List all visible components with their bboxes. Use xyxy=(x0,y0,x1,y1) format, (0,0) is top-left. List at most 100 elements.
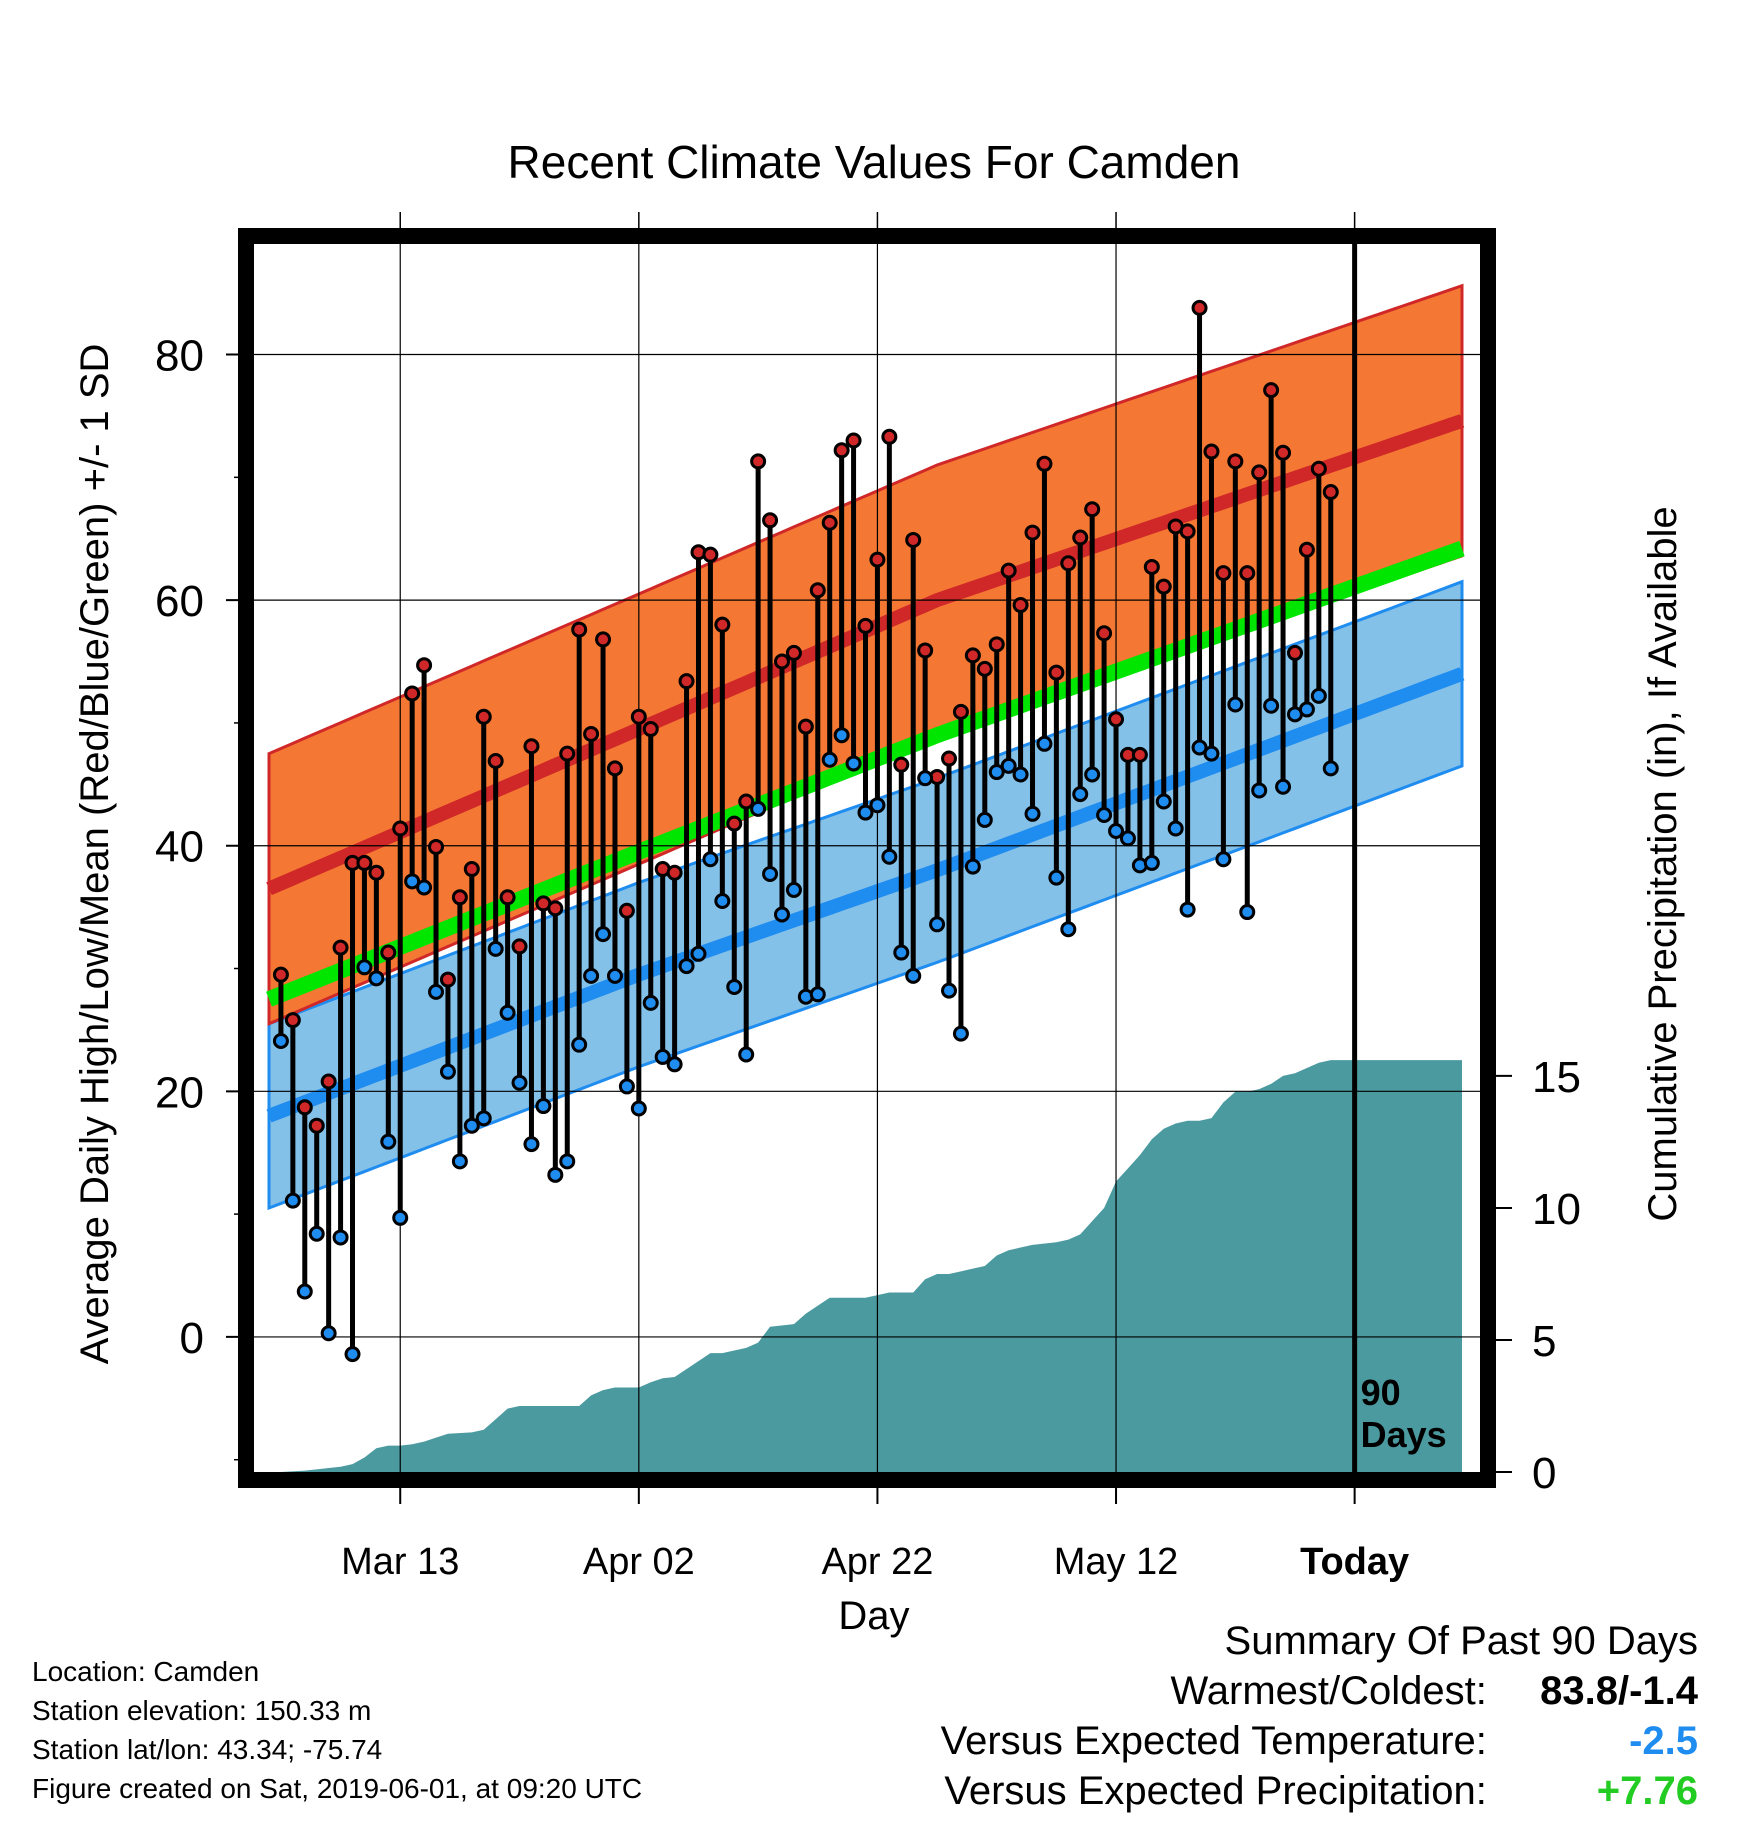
daily-high-point xyxy=(678,673,695,690)
daily-low-point xyxy=(964,858,981,875)
extremes-value: 83.8/-1.4 xyxy=(1540,1669,1698,1713)
daily-high-point xyxy=(511,938,528,955)
daily-high-point xyxy=(845,432,862,449)
daily-low-point xyxy=(1119,830,1136,847)
daily-low-point xyxy=(905,967,922,984)
daily-low-point xyxy=(308,1225,325,1242)
daily-high-point xyxy=(296,1099,313,1116)
y-left-tick-label: 60 xyxy=(155,577,204,626)
daily-low-point xyxy=(296,1283,313,1300)
daily-low-point xyxy=(1060,921,1077,938)
today-marker-label-line: Days xyxy=(1361,1414,1447,1455)
daily-high-point xyxy=(773,653,790,670)
daily-high-point xyxy=(1155,578,1172,595)
y-left-tick-label: 80 xyxy=(155,332,204,381)
daily-high-point xyxy=(1143,558,1160,575)
daily-low-point xyxy=(284,1192,301,1209)
daily-high-point xyxy=(1048,664,1065,681)
y-left-tick-label: 20 xyxy=(155,1068,204,1117)
daily-low-point xyxy=(523,1136,540,1153)
x-tick-label: Today xyxy=(1300,1541,1409,1583)
temp-anomaly-value: -2.5 xyxy=(1629,1719,1698,1763)
y-left-tick-label: 40 xyxy=(155,823,204,872)
daily-low-point xyxy=(595,926,612,943)
y-right-tick-label: 15 xyxy=(1532,1053,1581,1102)
daily-high-point xyxy=(1191,299,1208,316)
daily-high-point xyxy=(1310,460,1327,477)
daily-high-point xyxy=(869,551,886,568)
daily-high-point xyxy=(797,718,814,735)
daily-high-point xyxy=(380,944,397,961)
axes-layer: 0 20 40 60 80 0 5 10 15 Mar 13 Apr 02 Apr 22 May 12 T… xyxy=(155,212,1581,1583)
daily-low-point xyxy=(356,959,373,976)
daily-low-point xyxy=(714,892,731,909)
normal-low-line xyxy=(266,667,1465,1123)
daily-low-point xyxy=(1322,760,1339,777)
daily-high-point xyxy=(392,820,409,837)
daily-high-point xyxy=(952,703,969,720)
precip-anomaly-label: Versus Expected Precipitation: xyxy=(944,1769,1487,1813)
today-marker-label: 90 Days xyxy=(1361,1372,1447,1455)
today-marker-label-line: 90 xyxy=(1361,1372,1401,1413)
daily-low-point xyxy=(618,1078,635,1095)
daily-high-point xyxy=(571,621,588,638)
daily-low-point xyxy=(678,958,695,975)
daily-low-point xyxy=(1096,807,1113,824)
daily-high-point xyxy=(595,631,612,648)
daily-high-point xyxy=(1298,541,1315,558)
daily-high-point xyxy=(499,889,516,906)
daily-low-point xyxy=(666,1056,683,1073)
daily-high-point xyxy=(893,756,910,773)
daily-low-point xyxy=(535,1098,552,1115)
daily-high-point xyxy=(666,864,683,881)
x-tick-label: Mar 13 xyxy=(341,1541,459,1583)
daily-low-point xyxy=(1084,766,1101,783)
daily-low-point xyxy=(439,1063,456,1080)
observations-layer xyxy=(272,299,1339,1363)
daily-high-point xyxy=(439,971,456,988)
daily-low-point xyxy=(1155,793,1172,810)
daily-low-point xyxy=(702,851,719,868)
daily-high-point xyxy=(1179,523,1196,540)
precip-anomaly-value: +7.76 xyxy=(1596,1769,1698,1813)
daily-high-point xyxy=(451,889,468,906)
x-tick-label: Apr 22 xyxy=(821,1541,933,1583)
daily-high-point xyxy=(332,939,349,956)
daily-low-point xyxy=(475,1110,492,1127)
daily-high-point xyxy=(821,514,838,531)
temp-anomaly-label: Versus Expected Temperature: xyxy=(940,1719,1487,1763)
daily-low-point xyxy=(404,873,421,890)
daily-high-point xyxy=(428,838,445,855)
daily-low-point xyxy=(773,906,790,923)
daily-high-point xyxy=(1131,746,1148,763)
daily-high-point xyxy=(284,1012,301,1029)
daily-low-point xyxy=(952,1025,969,1042)
daily-high-point xyxy=(1012,597,1029,614)
daily-low-point xyxy=(630,1100,647,1117)
daily-low-point xyxy=(487,940,504,957)
daily-low-point xyxy=(1227,696,1244,713)
daily-high-point xyxy=(1024,524,1041,541)
daily-low-point xyxy=(690,945,707,962)
daily-low-point xyxy=(1108,822,1125,839)
location-text: Location: Camden xyxy=(32,1656,260,1687)
daily-low-point xyxy=(416,879,433,896)
daily-high-point xyxy=(833,442,850,459)
daily-high-point xyxy=(583,725,600,742)
daily-high-point xyxy=(1263,382,1280,399)
daily-high-point xyxy=(1084,501,1101,518)
station-info: Location: Camden Station elevation: 150.… xyxy=(32,1652,642,1808)
daily-high-point xyxy=(905,531,922,548)
daily-high-point xyxy=(1096,625,1113,642)
summary-row-temperature: Versus Expected Temperature: -2.5 xyxy=(941,1716,1698,1766)
daily-low-point xyxy=(976,811,993,828)
daily-low-point xyxy=(1012,766,1029,783)
y-right-tick-label: 10 xyxy=(1532,1185,1581,1234)
created-text: Figure created on Sat, 2019-06-01, at 09… xyxy=(32,1773,643,1804)
y-axis-left-label: Average Daily High/Low/Mean (Red/Blue/Gr… xyxy=(73,344,117,1365)
daily-low-point xyxy=(451,1153,468,1170)
daily-low-point xyxy=(511,1074,528,1091)
daily-high-point xyxy=(988,636,1005,653)
daily-low-point xyxy=(785,881,802,898)
daily-low-point xyxy=(857,804,874,821)
